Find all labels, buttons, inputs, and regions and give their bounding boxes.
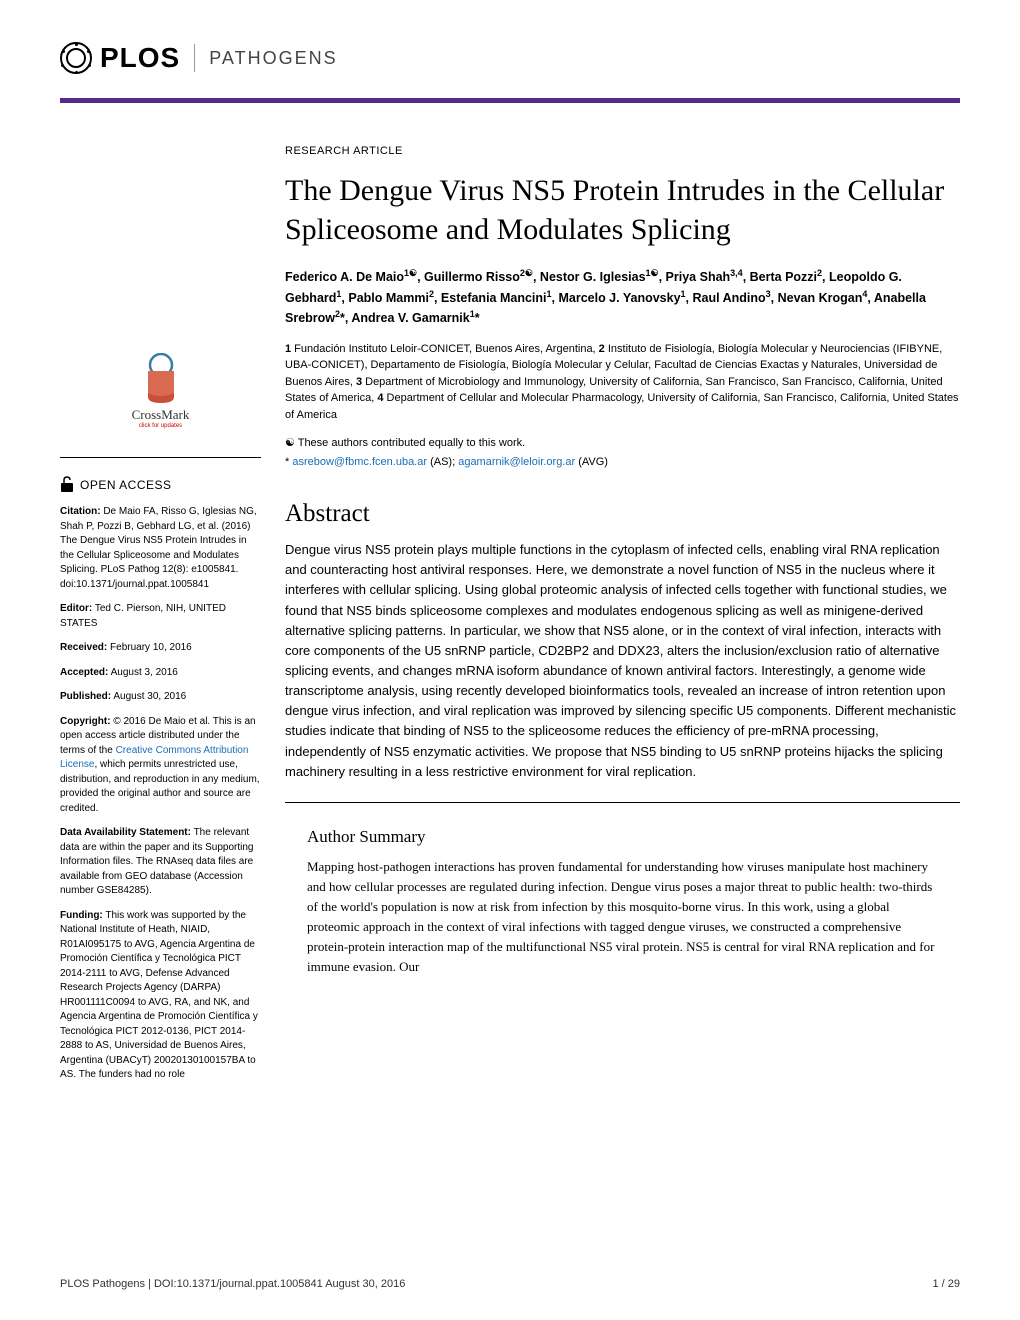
section-divider <box>285 802 960 803</box>
open-access-label: OPEN ACCESS <box>80 478 172 492</box>
abstract-text: Dengue virus NS5 protein plays multiple … <box>285 540 960 782</box>
data-label: Data Availability Statement: <box>60 827 191 838</box>
plos-logo-icon <box>60 42 92 74</box>
journal-subtitle: PATHOGENS <box>209 48 337 69</box>
footer-citation: PLOS Pathogens | DOI:10.1371/journal.ppa… <box>60 1278 405 1290</box>
received-text: February 10, 2016 <box>107 642 192 653</box>
page-header: PLOS PATHOGENS <box>0 0 1020 82</box>
main-column: RESEARCH ARTICLE The Dengue Virus NS5 Pr… <box>285 103 960 1093</box>
abstract-heading: Abstract <box>285 500 960 528</box>
journal-logo: PLOS PATHOGENS <box>60 42 960 74</box>
published-block: Published: August 30, 2016 <box>60 690 261 705</box>
corr-suffix-2: (AVG) <box>575 456 608 468</box>
corr-suffix-1: (AS); <box>427 456 458 468</box>
copyright-block: Copyright: © 2016 De Maio et al. This is… <box>60 715 261 817</box>
open-lock-icon <box>60 476 74 493</box>
article-type: RESEARCH ARTICLE <box>285 145 960 157</box>
published-label: Published: <box>60 691 111 702</box>
authors-list: Federico A. De Maio1☯, Guillermo Risso2☯… <box>285 267 960 329</box>
funding-text: This work was supported by the National … <box>60 910 258 1081</box>
accepted-block: Accepted: August 3, 2016 <box>60 666 261 681</box>
funding-label: Funding: <box>60 910 103 921</box>
citation-text: De Maio FA, Risso G, Iglesias NG, Shah P… <box>60 506 257 590</box>
data-availability-block: Data Availability Statement: The relevan… <box>60 826 261 899</box>
received-label: Received: <box>60 642 107 653</box>
funding-block: Funding: This work was supported by the … <box>60 909 261 1083</box>
corr-email-2[interactable]: agamarnik@leloir.org.ar <box>458 456 575 468</box>
published-text: August 30, 2016 <box>111 691 186 702</box>
crossmark-icon <box>140 353 182 405</box>
journal-logo-text: PLOS <box>100 42 180 74</box>
copyright-label: Copyright: <box>60 716 111 727</box>
editor-block: Editor: Ted C. Pierson, NIH, UNITED STAT… <box>60 602 261 631</box>
author-summary-text: Mapping host-pathogen interactions has p… <box>307 857 938 978</box>
sidebar: CrossMark click for updates OPEN ACCESS … <box>60 103 285 1093</box>
accepted-label: Accepted: <box>60 667 108 678</box>
citation-block: Citation: De Maio FA, Risso G, Iglesias … <box>60 505 261 592</box>
page-content: CrossMark click for updates OPEN ACCESS … <box>0 103 1020 1093</box>
author-summary-heading: Author Summary <box>307 827 938 847</box>
equal-contribution-note: ☯ These authors contributed equally to t… <box>285 435 960 452</box>
crossmark-badge[interactable]: CrossMark click for updates <box>60 353 261 429</box>
received-block: Received: February 10, 2016 <box>60 641 261 656</box>
open-access-badge: OPEN ACCESS <box>60 457 261 493</box>
accepted-text: August 3, 2016 <box>108 667 178 678</box>
editor-label: Editor: <box>60 603 92 614</box>
page-number: 1 / 29 <box>932 1278 960 1290</box>
page-footer: PLOS Pathogens | DOI:10.1371/journal.ppa… <box>60 1278 960 1290</box>
author-summary: Author Summary Mapping host-pathogen int… <box>285 827 960 994</box>
crossmark-label: CrossMark <box>132 407 190 423</box>
crossmark-sublabel: click for updates <box>139 423 182 429</box>
affiliations: 1 Fundación Instituto Leloir-CONICET, Bu… <box>285 341 960 424</box>
article-title: The Dengue Virus NS5 Protein Intrudes in… <box>285 171 960 249</box>
logo-divider <box>194 44 195 72</box>
correspondence: * asrebow@fbmc.fcen.uba.ar (AS); agamarn… <box>285 454 960 471</box>
corr-email-1[interactable]: asrebow@fbmc.fcen.uba.ar <box>292 456 427 468</box>
citation-label: Citation: <box>60 506 101 517</box>
